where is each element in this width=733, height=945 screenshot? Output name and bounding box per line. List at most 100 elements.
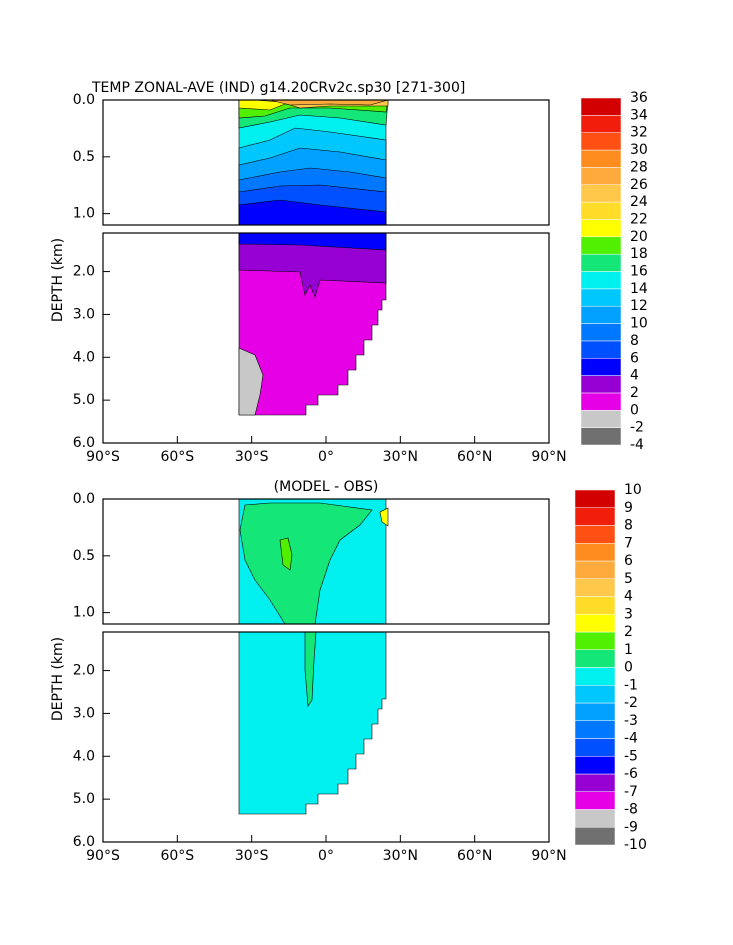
colorbar-label: -4 bbox=[630, 437, 644, 453]
y-tick-label: 4.0 bbox=[73, 349, 95, 365]
colorbar-label: -2 bbox=[630, 420, 644, 436]
x-tick-label: 60°N bbox=[457, 449, 492, 465]
colorbar-label: -4 bbox=[624, 731, 638, 747]
colorbar-label: 8 bbox=[624, 518, 633, 534]
y-tick-label: 5.0 bbox=[73, 392, 95, 408]
colorbar-label: 20 bbox=[630, 229, 648, 245]
colorbar-box bbox=[580, 219, 622, 238]
y-axis-label: DEPTH (km) bbox=[50, 637, 66, 721]
colorbar-label: 0 bbox=[624, 660, 633, 676]
colorbar-label: 14 bbox=[630, 281, 648, 297]
colorbar-box bbox=[580, 427, 622, 446]
colorbar-box bbox=[580, 340, 622, 359]
colorbar-box bbox=[574, 631, 616, 650]
x-tick-label: 60°S bbox=[160, 449, 194, 465]
colorbar-label: 2 bbox=[624, 624, 633, 640]
y-tick-label: 3.0 bbox=[73, 705, 95, 721]
colorbar-box bbox=[574, 507, 616, 526]
colorbar-box bbox=[580, 132, 622, 151]
colorbar-label: 12 bbox=[630, 298, 648, 314]
colorbar-box bbox=[574, 525, 616, 544]
colorbar-box bbox=[580, 392, 622, 411]
y-tick-label: 2.0 bbox=[73, 264, 95, 280]
colorbar-box bbox=[580, 358, 622, 376]
colorbar-label: -6 bbox=[624, 766, 638, 782]
colorbar-box bbox=[574, 578, 616, 597]
colorbar-box bbox=[574, 667, 616, 686]
colorbar-label: -10 bbox=[624, 837, 647, 853]
colorbar-label: 6 bbox=[624, 553, 633, 569]
contour-band bbox=[379, 507, 389, 527]
x-tick-label: 0° bbox=[318, 848, 334, 864]
x-tick-label: 90°S bbox=[86, 449, 120, 465]
plot-frame bbox=[102, 99, 550, 226]
y-axis-label: DEPTH (km) bbox=[50, 238, 66, 322]
colorbar-label: 28 bbox=[630, 159, 648, 175]
colorbar-box bbox=[574, 827, 616, 846]
colorbar-box bbox=[580, 271, 622, 290]
y-tick-label: 0.5 bbox=[73, 548, 95, 564]
colorbar-label: -2 bbox=[624, 695, 638, 711]
colorbar-label: 0 bbox=[630, 402, 639, 418]
x-tick-label: 30°N bbox=[383, 449, 418, 465]
colorbar-label: 1 bbox=[624, 642, 633, 658]
colorbar-label: -5 bbox=[624, 748, 638, 764]
colorbar-box bbox=[574, 756, 616, 775]
contour-band bbox=[238, 631, 387, 815]
colorbar-label: 22 bbox=[630, 211, 648, 227]
colorbar-box bbox=[574, 809, 616, 828]
colorbar-box bbox=[574, 649, 616, 668]
colorbar-label: 32 bbox=[630, 125, 648, 141]
colorbar-label: 9 bbox=[624, 500, 633, 516]
x-tick-label: 60°S bbox=[160, 848, 194, 864]
colorbar-box bbox=[574, 543, 616, 562]
colorbar-box bbox=[580, 149, 622, 168]
colorbar-label: 3 bbox=[624, 606, 633, 622]
chart-title: (MODEL - OBS) bbox=[274, 479, 379, 495]
colorbar-label: 10 bbox=[624, 482, 642, 498]
contour-band bbox=[238, 232, 387, 298]
y-tick-label: 0.5 bbox=[73, 149, 95, 165]
x-tick-label: 90°N bbox=[531, 449, 566, 465]
colorbar-label: 30 bbox=[630, 142, 648, 158]
x-tick-label: 90°N bbox=[531, 848, 566, 864]
colorbar-box bbox=[580, 184, 622, 203]
colorbar-box bbox=[580, 236, 622, 255]
colorbar-box bbox=[574, 720, 616, 739]
y-tick-label: 4.0 bbox=[73, 748, 95, 764]
y-tick-label: 1.0 bbox=[73, 605, 95, 621]
colorbar-box bbox=[580, 167, 622, 185]
colorbar-box bbox=[580, 410, 622, 428]
colorbar-box bbox=[574, 560, 616, 579]
x-tick-label: 0° bbox=[318, 449, 334, 465]
colorbar-label: 4 bbox=[630, 368, 639, 384]
x-tick-label: 30°S bbox=[235, 449, 269, 465]
colorbar-box bbox=[574, 614, 616, 633]
colorbar-box bbox=[580, 97, 622, 116]
y-tick-label: 5.0 bbox=[73, 791, 95, 807]
contour-band bbox=[239, 502, 373, 625]
contour-band bbox=[238, 347, 264, 416]
colorbar-box bbox=[580, 253, 622, 272]
colorbar-box bbox=[580, 305, 622, 324]
colorbar-label: -3 bbox=[624, 713, 638, 729]
y-tick-label: 6.0 bbox=[73, 435, 95, 451]
colorbar-label: 26 bbox=[630, 177, 648, 193]
colorbar-box bbox=[574, 596, 616, 615]
colorbar-box bbox=[580, 201, 622, 220]
contour-field bbox=[238, 99, 389, 815]
colorbar-label: 10 bbox=[630, 316, 648, 332]
colorbar-box bbox=[574, 773, 616, 792]
chart-title: TEMP ZONAL-AVE (IND) g14.20CRv2c.sp30 [2… bbox=[91, 80, 465, 96]
colorbar-box bbox=[580, 288, 622, 307]
colorbar-label: 16 bbox=[630, 264, 648, 280]
colorbar-label: -1 bbox=[624, 677, 638, 693]
contour-band bbox=[279, 537, 293, 571]
y-tick-label: 2.0 bbox=[73, 663, 95, 679]
colorbar-label: -9 bbox=[624, 819, 638, 835]
x-tick-label: 90°S bbox=[86, 848, 120, 864]
colorbar-label: 24 bbox=[630, 194, 648, 210]
colorbar-box bbox=[580, 323, 622, 342]
colorbar-label: 4 bbox=[624, 589, 633, 605]
